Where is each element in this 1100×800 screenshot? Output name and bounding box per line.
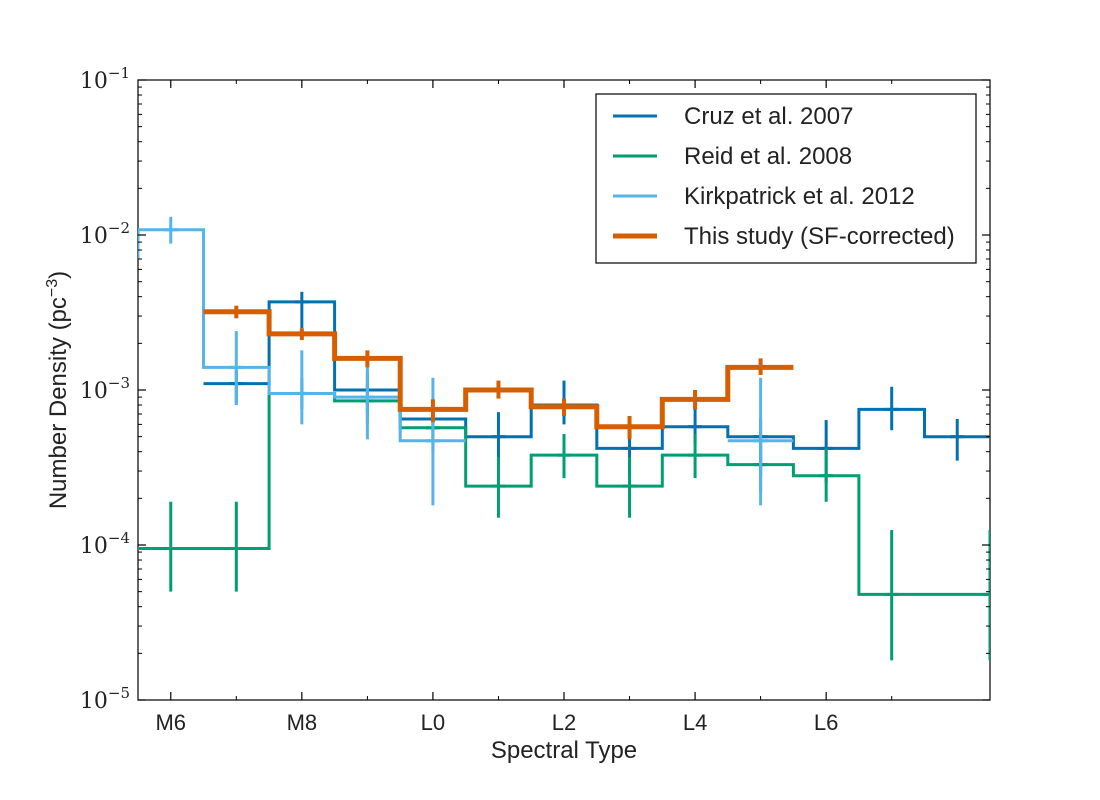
error-bar-this-study (623, 415, 636, 440)
error-bar-this-study (361, 350, 374, 368)
x-tick-label: L0 (421, 710, 445, 735)
y-axis-title-main: Number Density (pc (45, 297, 72, 509)
error-bar-kirkpatrick (163, 216, 178, 244)
error-bar-kirkpatrick (753, 377, 768, 506)
x-tick-label: L6 (814, 710, 838, 735)
legend-entry: Cruz et al. 2007 (613, 103, 853, 130)
x-tick-label: M6 (155, 710, 186, 735)
legend-entry: This study (SF-corrected) (613, 223, 955, 250)
y-tick-label: 10−3 (80, 374, 130, 404)
error-bar-reid (491, 456, 506, 518)
error-bar-kirkpatrick (229, 331, 244, 406)
error-bar-reid (229, 501, 244, 592)
y-axis-title: Number Density (pc−3) (44, 271, 72, 509)
error-bar-this-study (295, 328, 308, 341)
error-bar-reid (163, 501, 178, 592)
y-tick-label: 10−2 (80, 219, 130, 249)
error-bar-kirkpatrick (294, 350, 309, 425)
x-axis-title: Spectral Type (491, 737, 637, 764)
error-bar-reid (983, 529, 990, 661)
error-bar-kirkpatrick (425, 377, 440, 506)
error-bar-cruz (491, 412, 506, 461)
error-bar-this-study (230, 305, 243, 319)
x-tick-label: L2 (552, 710, 576, 735)
ticks-layer: M6 M8 L0 L2 L4 L6 10−5 10−4 10−3 10−2 10−1 (80, 64, 990, 735)
y-tick-label: 10−1 (80, 64, 130, 94)
error-bar-reid (622, 456, 637, 518)
error-bar-cruz (294, 291, 309, 329)
error-bar-this-study (689, 390, 702, 410)
error-bar-reid (688, 434, 703, 479)
series-this-study (203, 305, 794, 440)
error-bar-reid (557, 434, 571, 479)
error-bar-this-study (426, 399, 439, 423)
error-bar-reid (884, 529, 899, 661)
error-bar-cruz (884, 386, 899, 431)
y-axis-title-close: ) (45, 271, 72, 279)
error-bar-this-study (558, 398, 570, 416)
x-tick-label: M8 (287, 710, 318, 735)
error-bar-this-study (492, 380, 505, 399)
legend-entry: Reid et al. 2008 (613, 143, 852, 170)
y-tick-label: 10−5 (80, 684, 130, 714)
series-layer (138, 216, 990, 661)
legend-label-kirkpatrick: Kirkpatrick et al. 2012 (684, 183, 915, 210)
legend-label-this-study: This study (SF-corrected) (684, 223, 955, 250)
legend-label-reid: Reid et al. 2008 (684, 143, 852, 170)
error-bar-this-study (754, 358, 767, 375)
legend: Cruz et al. 2007 Reid et al. 2008 Kirkpa… (595, 93, 977, 264)
legend-entry: Kirkpatrick et al. 2012 (613, 183, 915, 210)
x-tick-label: L4 (683, 710, 707, 735)
y-axis-title-exponent: −3 (44, 279, 61, 297)
legend-label-cruz: Cruz et al. 2007 (684, 103, 853, 130)
error-bar-cruz (950, 418, 965, 461)
error-bar-reid (819, 448, 834, 502)
legend-frame (595, 93, 977, 264)
y-tick-label: 10−4 (80, 529, 130, 559)
